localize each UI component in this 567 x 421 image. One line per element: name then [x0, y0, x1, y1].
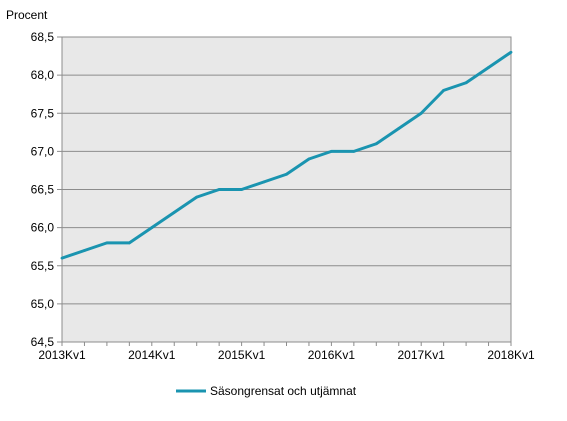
y-tick-label: 65,0 [31, 297, 55, 311]
data-point [60, 256, 64, 260]
x-axis-ticks: 2013Kv1 2014Kv1 2015Kv1 2016Kv1 2017Kv1 2018K… [38, 342, 535, 362]
x-tick-label: 2018Kv1 [487, 348, 535, 362]
gridlines [62, 74, 511, 305]
data-point [464, 81, 468, 85]
data-point [330, 149, 333, 153]
x-tick-label: 2016Kv1 [308, 348, 356, 362]
x-tick-label: 2015Kv1 [218, 348, 266, 362]
x-tick-label: 2014Kv1 [128, 348, 176, 362]
y-tick-label: 65,5 [31, 259, 55, 273]
y-tick-label: 67,0 [31, 144, 55, 158]
data-point [172, 210, 176, 214]
data-point [127, 241, 131, 245]
series-group [60, 50, 513, 260]
legend: Säsongrensat och utjämnat [176, 384, 357, 398]
data-point [509, 50, 513, 54]
y-tick-label: 68,0 [31, 68, 55, 82]
x-tick-label: 2017Kv1 [398, 348, 446, 362]
y-tick-label: 66,5 [31, 183, 55, 197]
data-point [285, 172, 288, 176]
x-tick-label: 2013Kv1 [38, 348, 86, 362]
data-point [352, 149, 356, 153]
y-tick-label: 68,5 [31, 30, 55, 44]
y-tick-label: 64,5 [31, 335, 55, 349]
y-tick-label: 67,5 [31, 106, 55, 120]
data-point [240, 188, 244, 191]
data-point [262, 180, 266, 184]
data-point [83, 249, 86, 252]
data-point [487, 66, 490, 69]
legend-label: Säsongrensat och utjämnat [210, 384, 357, 398]
data-point [105, 241, 109, 245]
data-point [419, 111, 423, 115]
y-axis-title: Procent [6, 8, 48, 22]
data-point [397, 127, 401, 130]
data-point [374, 142, 378, 146]
data-point [217, 188, 221, 191]
data-point [307, 157, 311, 161]
data-point [150, 226, 154, 230]
data-point [442, 88, 446, 92]
data-point [195, 195, 199, 199]
y-tick-label: 66,0 [31, 221, 55, 235]
y-axis-ticks: 64,5 65,0 65,5 66,0 66,5 67,0 67,5 68,0 68,5 [31, 30, 62, 349]
